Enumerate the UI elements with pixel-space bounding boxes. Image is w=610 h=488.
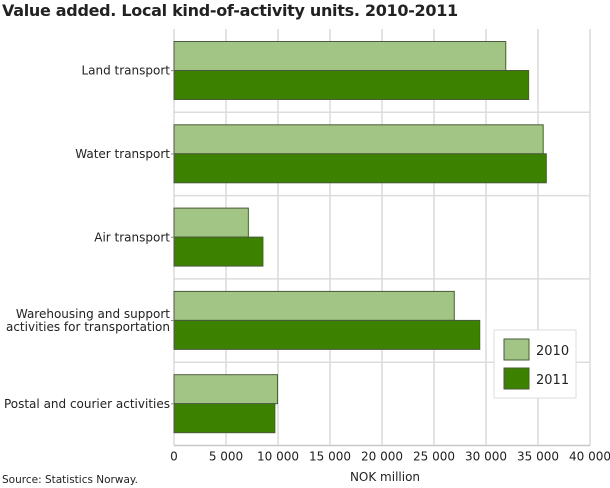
x-tick-label: 40 000: [569, 450, 610, 464]
category-label: Postal and courier activities: [4, 397, 170, 411]
category-label: Air transport: [94, 230, 170, 244]
legend-swatch-2010: [503, 338, 530, 361]
bar-2010: [173, 374, 278, 405]
x-tick-label: 15 000: [309, 450, 351, 464]
bar-2011: [173, 403, 276, 434]
legend-swatch-2011: [503, 367, 530, 390]
source-note: Source: Statistics Norway.: [2, 474, 138, 486]
category-label: Land transport: [81, 64, 170, 78]
bar-2011: [173, 70, 530, 100]
bar-2011: [173, 319, 481, 350]
bar-2011: [173, 236, 264, 267]
x-tick-label: 25 000: [413, 450, 455, 464]
x-tick-label: 5 000: [209, 450, 243, 464]
x-tick-label: 35 000: [517, 450, 559, 464]
bar-2010: [173, 290, 455, 321]
legend-label: 2010: [536, 344, 569, 359]
x-tick-label: 30 000: [465, 450, 507, 464]
category-label: activities for transportation: [6, 320, 170, 334]
legend-label: 2011: [536, 373, 569, 388]
bar-2010: [173, 41, 507, 71]
chart-title: Value added. Local kind-of-activity unit…: [2, 1, 458, 20]
x-tick-label: 20 000: [361, 450, 403, 464]
x-tick-label: 0: [170, 450, 178, 464]
category-label: Warehousing and support: [16, 307, 170, 321]
x-tick-label: 10 000: [257, 450, 299, 464]
bar-2010: [173, 124, 544, 155]
category-label: Water transport: [75, 147, 170, 161]
bar-2011: [173, 153, 547, 184]
x-axis-label: NOK million: [350, 470, 420, 484]
bar-2010: [173, 207, 249, 238]
